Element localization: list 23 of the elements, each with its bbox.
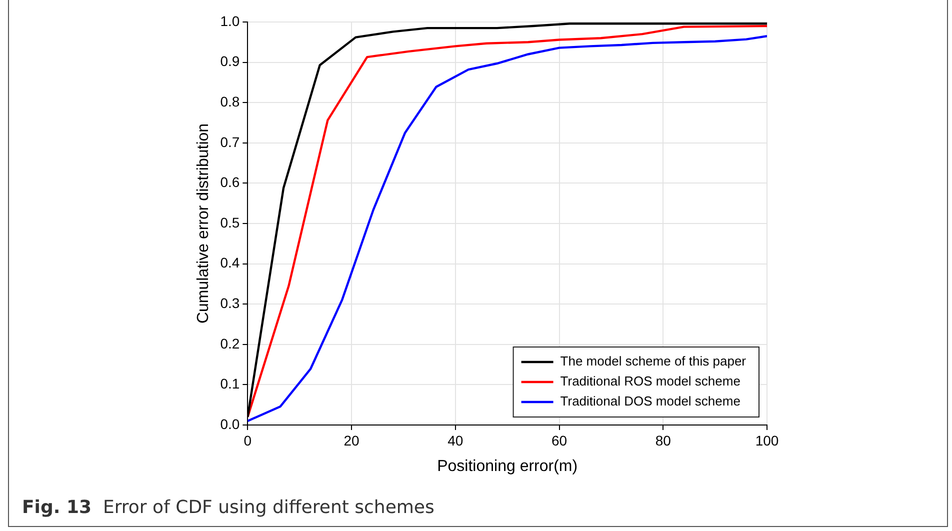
y-tick-label: 0.3	[220, 294, 240, 311]
y-tick-label: 0.5	[220, 214, 240, 230]
x-tick-label: 40	[448, 432, 464, 448]
y-tick-label: 0.6	[220, 174, 240, 190]
y-axis-title: Cumulative error distribution	[195, 123, 212, 324]
y-tick-label: 0.8	[220, 93, 240, 110]
y-tick-label: 1.0	[220, 12, 240, 29]
legend-label: Traditional ROS model scheme	[560, 374, 740, 389]
caption: Fig. 13 Error of CDF using different schemes	[22, 497, 434, 518]
y-tick-label: 0.7	[220, 134, 240, 150]
y-tick-label: 0.4	[220, 254, 240, 271]
legend-label: The model scheme of this paper	[560, 354, 747, 369]
x-tick-label: 100	[755, 432, 779, 448]
x-tick-label: 60	[551, 432, 568, 448]
y-tick-label: 0.0	[220, 416, 240, 432]
y-tick-label: 0.2	[220, 335, 240, 352]
x-tick-label: 80	[655, 432, 672, 448]
x-axis-title: Positioning error(m)	[437, 458, 578, 475]
legend-label: Traditional DOS model scheme	[560, 394, 740, 409]
y-tick-label: 0.9	[220, 53, 240, 70]
x-tick-label: 0	[244, 432, 252, 448]
y-tick-label: 0.1	[220, 376, 240, 392]
x-tick-label: 20	[344, 432, 360, 448]
